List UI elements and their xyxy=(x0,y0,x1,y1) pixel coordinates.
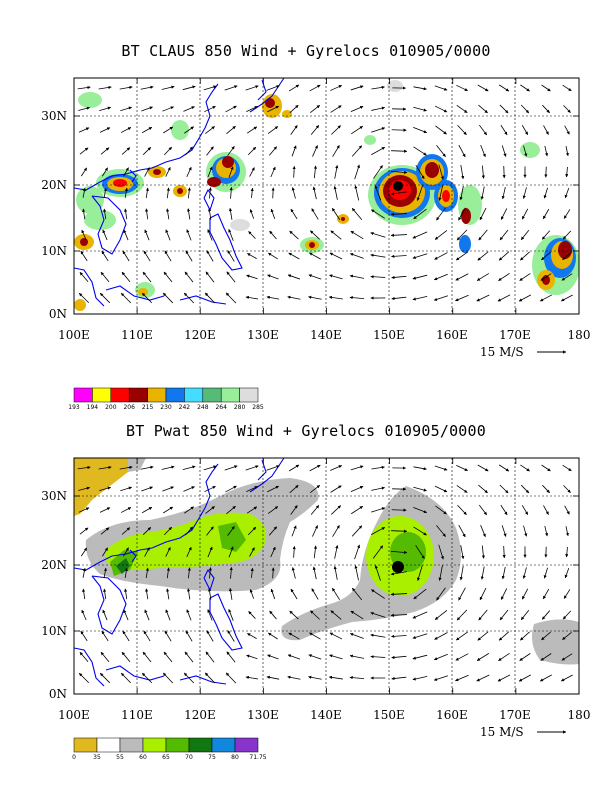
bottom-x-tick: 100E xyxy=(58,708,90,722)
top-colorbar: 193 194 200 206 215 230 242 248 264 280 285 xyxy=(68,387,264,411)
colorbar-swatch xyxy=(165,387,185,403)
top-cloud-field xyxy=(74,80,579,311)
bottom-x-tick: 160E xyxy=(436,708,468,722)
colorbar-label: 35 xyxy=(93,754,101,761)
top-panel: 100E 110E 120E 130E 140E 150E 160E 170E … xyxy=(41,77,591,411)
bottom-y-tick: 10N xyxy=(41,624,67,638)
colorbar-label: 230 xyxy=(160,404,172,411)
colorbar-label: 215 xyxy=(142,404,154,411)
colorbar-label: 80 xyxy=(231,754,239,761)
bottom-coastlines xyxy=(74,458,285,687)
top-x-tick: 150E xyxy=(373,328,405,342)
top-y-tick: 30N xyxy=(41,109,67,123)
colorbar-swatch xyxy=(110,387,130,403)
bottom-x-tick: 180 xyxy=(568,708,591,722)
colorbar-swatch xyxy=(128,387,148,403)
top-x-tick: 120E xyxy=(184,328,216,342)
bottom-panel-title: BT Pwat 850 Wind + Gyrelocs 010905/0000 xyxy=(126,422,486,440)
top-y-tick: 0N xyxy=(49,307,67,321)
top-gridlines xyxy=(74,78,579,314)
colorbar-swatch xyxy=(202,387,222,403)
bottom-y-tick: 20N xyxy=(41,558,67,572)
colorbar-swatch xyxy=(234,737,259,753)
top-x-tick: 160E xyxy=(436,328,468,342)
top-coastlines xyxy=(74,78,285,307)
colorbar-swatch xyxy=(92,387,112,403)
colorbar-label: 194 xyxy=(87,404,99,411)
colorbar-label: 60 xyxy=(139,754,147,761)
top-x-tick: 170E xyxy=(499,328,531,342)
colorbar-label: 264 xyxy=(215,404,227,411)
colorbar-swatch xyxy=(220,387,240,403)
top-y-tick: 20N xyxy=(41,178,67,192)
colorbar-swatch xyxy=(188,737,213,753)
bottom-gridlines xyxy=(74,458,579,694)
bottom-pwat-field xyxy=(74,458,579,665)
bottom-x-tick: 150E xyxy=(373,708,405,722)
colorbar-label: 242 xyxy=(179,404,191,411)
bottom-colorbar: 0 35 55 60 65 70 75 80 71.75 xyxy=(72,737,267,761)
bottom-x-tick: 120E xyxy=(184,708,216,722)
colorbar-swatch xyxy=(239,387,259,403)
bottom-wind-vectors xyxy=(77,464,573,684)
colorbar-swatch xyxy=(73,387,93,403)
top-reference-vector-label: 15 M/S xyxy=(480,345,524,359)
colorbar-swatch xyxy=(147,387,167,403)
colorbar-label: 206 xyxy=(123,404,135,411)
bottom-panel: 100E 110E 120E 130E 140E 150E 160E 170E … xyxy=(41,457,591,761)
colorbar-label: 70 xyxy=(185,754,193,761)
colorbar-swatch xyxy=(211,737,236,753)
bottom-y-tick: 30N xyxy=(41,489,67,503)
colorbar-label: 0 xyxy=(72,754,76,761)
colorbar-swatch xyxy=(96,737,121,753)
colorbar-label: 285 xyxy=(252,404,264,411)
colorbar-label: 65 xyxy=(162,754,170,761)
colorbar-label: 55 xyxy=(116,754,124,761)
top-x-tick: 140E xyxy=(310,328,342,342)
top-axis-ticks xyxy=(73,78,580,315)
colorbar-label: 193 xyxy=(68,404,80,411)
bottom-x-tick: 130E xyxy=(247,708,279,722)
colorbar-label: 280 xyxy=(234,404,246,411)
colorbar-swatch xyxy=(119,737,144,753)
colorbar-label: 200 xyxy=(105,404,117,411)
top-wind-vectors xyxy=(77,84,573,304)
colorbar-swatch xyxy=(165,737,190,753)
bottom-y-tick: 0N xyxy=(49,687,67,701)
colorbar-swatch xyxy=(142,737,167,753)
colorbar-label: 248 xyxy=(197,404,209,411)
bottom-x-tick: 140E xyxy=(310,708,342,722)
top-panel-title: BT CLAUS 850 Wind + Gyrelocs 010905/0000 xyxy=(121,42,491,60)
top-x-tick: 180 xyxy=(568,328,591,342)
colorbar-swatch xyxy=(184,387,204,403)
top-x-tick: 100E xyxy=(58,328,90,342)
bottom-x-tick: 110E xyxy=(121,708,153,722)
bottom-reference-vector-label: 15 M/S xyxy=(480,725,524,739)
bottom-axis-ticks xyxy=(73,458,580,695)
top-x-tick: 130E xyxy=(247,328,279,342)
colorbar-label: 71.75 xyxy=(249,754,266,761)
top-x-tick: 110E xyxy=(121,328,153,342)
colorbar-label: 75 xyxy=(208,754,216,761)
colorbar-swatch xyxy=(73,737,98,753)
bottom-x-tick: 170E xyxy=(499,708,531,722)
top-y-tick: 10N xyxy=(41,244,67,258)
